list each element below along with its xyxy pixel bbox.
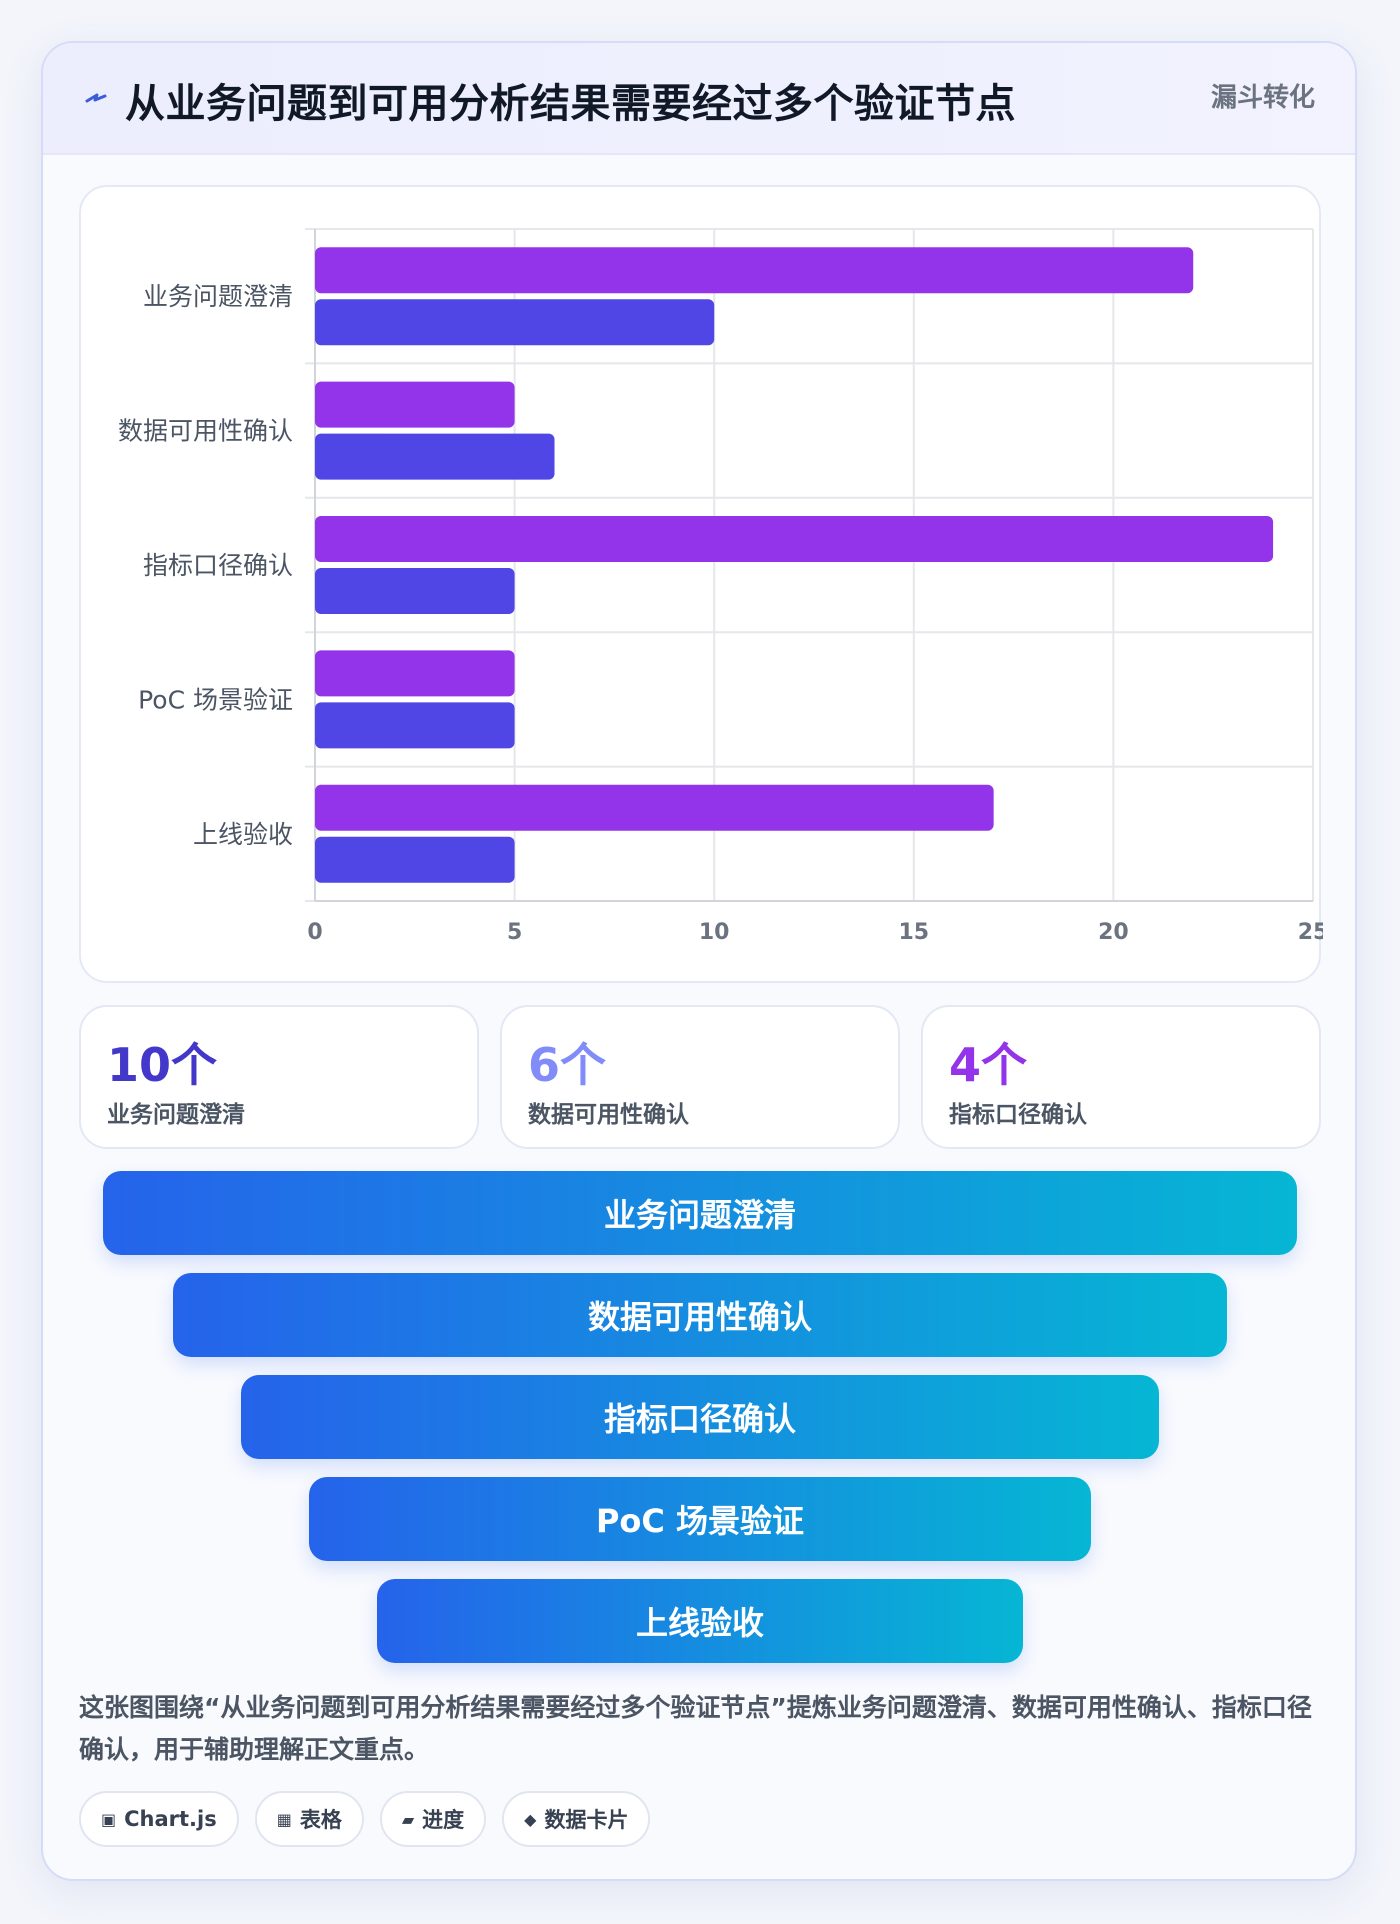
x-tick-label: 10	[699, 920, 730, 945]
lightning-icon	[85, 93, 107, 103]
category-tag: 漏斗转化	[1210, 83, 1315, 113]
card-header: 从业务问题到可用分析结果需要经过多个验证节点 漏斗转化	[43, 43, 1355, 155]
funnel: 业务问题澄清 数据可用性确认 指标口径确认 PoC 场景验证 上线验收	[43, 1171, 1355, 1711]
bar	[315, 247, 1194, 294]
infographic-card: 从业务问题到可用分析结果需要经过多个验证节点 漏斗转化 0 5 10 15 20 25 业务…	[41, 41, 1357, 1881]
card-icon: ◆	[524, 1809, 537, 1829]
tool-chips: ▣ Chart.js ▦ 表格 ▰ 进度 ◆ 数据卡片	[79, 1791, 651, 1849]
chip-chartjs[interactable]: ▣ Chart.js	[79, 1791, 239, 1847]
x-tick-label: 5	[507, 920, 522, 945]
bar	[315, 784, 994, 831]
y-tick-label: 业务问题澄清	[143, 282, 293, 311]
bar	[315, 836, 515, 883]
bar	[315, 433, 555, 480]
stat-value: 4个	[949, 1038, 1028, 1092]
chip-label: 表格	[299, 1808, 342, 1832]
chip-label: Chart.js	[124, 1807, 217, 1831]
bar	[315, 702, 515, 749]
stat-label: 业务问题澄清	[107, 1102, 245, 1128]
progress-icon: ▰	[401, 1809, 415, 1829]
bar	[315, 650, 515, 697]
x-tick-label: 0	[307, 920, 322, 945]
stat-card-1: 10个 业务问题澄清	[79, 1005, 479, 1149]
bar	[315, 516, 1274, 562]
funnel-step: 上线验收	[377, 1579, 1023, 1663]
x-tick-label: 20	[1098, 920, 1129, 945]
bar	[315, 381, 515, 428]
stat-label: 指标口径确认	[949, 1102, 1087, 1128]
x-tick-label: 25	[1298, 920, 1323, 945]
funnel-step: 数据可用性确认	[173, 1273, 1227, 1357]
bar	[315, 299, 715, 346]
y-tick-label: PoC 场景验证	[138, 685, 293, 714]
y-tick-label: 上线验收	[193, 820, 293, 849]
y-tick-label: 指标口径确认	[143, 551, 293, 580]
chart-icon: ▣	[101, 1809, 117, 1829]
chip-progress[interactable]: ▰ 进度	[379, 1791, 487, 1847]
stat-label: 数据可用性确认	[528, 1102, 689, 1128]
chip-label: 进度	[422, 1808, 465, 1832]
bar	[315, 568, 515, 614]
stat-card-3: 4个 指标口径确认	[921, 1005, 1321, 1149]
funnel-step: 业务问题澄清	[103, 1171, 1297, 1255]
summary-note: 这张图围绕“从业务问题到可用分析结果需要经过多个验证节点”提炼业务问题澄清、数据…	[79, 1693, 1312, 1764]
x-tick-label: 15	[898, 920, 929, 945]
y-tick-label: 数据可用性确认	[118, 417, 293, 446]
table-icon: ▦	[276, 1809, 292, 1829]
chip-data-card[interactable]: ◆ 数据卡片	[502, 1791, 651, 1847]
funnel-step: 指标口径确认	[241, 1375, 1159, 1459]
page-title: 从业务问题到可用分析结果需要经过多个验证节点	[125, 81, 1016, 127]
chip-label: 数据卡片	[544, 1808, 629, 1832]
stat-cards: 10个 业务问题澄清 6个 数据可用性确认 4个 指标口径确认	[79, 1005, 1321, 1149]
funnel-step: PoC 场景验证	[309, 1477, 1091, 1561]
stat-value: 6个	[528, 1038, 607, 1092]
stat-value: 10个	[107, 1038, 218, 1092]
stat-card-2: 6个 数据可用性确认	[500, 1005, 900, 1149]
chip-table[interactable]: ▦ 表格	[254, 1791, 364, 1847]
